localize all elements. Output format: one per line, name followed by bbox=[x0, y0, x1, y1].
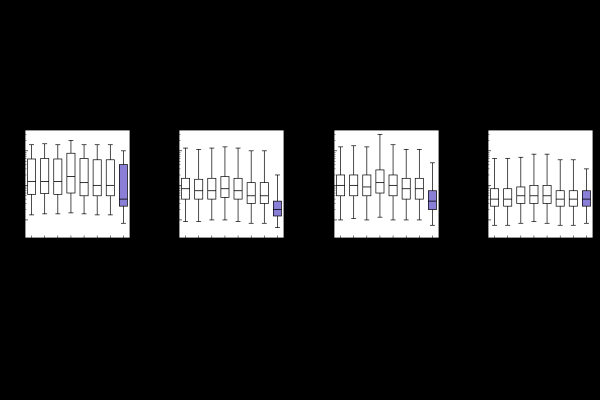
box-anp bbox=[428, 162, 437, 226]
box-gp2 bbox=[246, 150, 256, 224]
box-gp3 bbox=[105, 144, 115, 216]
box-iqr bbox=[66, 152, 76, 194]
category-label-gp2: GP2 bbox=[395, 239, 409, 253]
box-bnn bbox=[336, 146, 345, 221]
box-iqr bbox=[542, 185, 552, 204]
panel-title: Thermonuclear (Ia, Ia91bg, Iax) bbox=[21, 120, 135, 128]
y-tick-label: 101 bbox=[11, 181, 22, 190]
box-gp bbox=[388, 144, 398, 221]
category-label-anp: ANP bbox=[573, 239, 590, 255]
box-gp2 bbox=[555, 159, 565, 226]
box-iqr bbox=[375, 169, 385, 194]
panel-frame bbox=[487, 129, 594, 239]
box-gp3 bbox=[568, 159, 578, 226]
box-anp bbox=[119, 150, 128, 224]
panel-frame bbox=[24, 129, 131, 239]
box-iqr bbox=[516, 186, 526, 204]
category-label-gp: GP bbox=[385, 239, 396, 250]
category-label-gp: GP bbox=[230, 239, 241, 250]
box-iqr bbox=[503, 188, 513, 207]
box-mlp-pytorch bbox=[40, 143, 50, 215]
box-gp3 bbox=[259, 150, 269, 224]
box-iqr bbox=[362, 174, 372, 197]
y-tick-exponent: 1 bbox=[19, 181, 22, 187]
box-iqr bbox=[53, 158, 63, 195]
box-iqr bbox=[194, 178, 204, 200]
panel-title: Stripped-Envelope (Ib, Ibc, Ic, IcBL, II… bbox=[160, 120, 303, 128]
y-tick-label: 100 bbox=[11, 215, 22, 224]
panel-frame bbox=[333, 129, 440, 239]
y-tick-label: 102 bbox=[11, 146, 22, 155]
box-iqr bbox=[490, 188, 499, 207]
panel-background bbox=[488, 130, 593, 238]
box-iqr bbox=[428, 190, 437, 210]
panel-3: Core-Collapse (II, IIP, IIL, IIn)BNNMLP … bbox=[319, 120, 440, 273]
box-mlp-sklearn bbox=[53, 144, 63, 215]
panel-1: Thermonuclear (Ia, Ia91bg, Iax)100101102… bbox=[10, 120, 135, 273]
y-axis-label: Mean Squared Scaled Error (MSSE) bbox=[4, 125, 12, 254]
box-gp2 bbox=[401, 149, 411, 221]
category-label-anp: ANP bbox=[419, 239, 436, 255]
y-tick-exponent: 0 bbox=[19, 215, 22, 221]
box-mlp-pytorch bbox=[503, 158, 513, 226]
panel-title: Other Transient (ILOT, CART) bbox=[488, 120, 594, 128]
box-bnn bbox=[490, 158, 499, 226]
category-label-nf: NF bbox=[217, 239, 229, 250]
box-iqr bbox=[92, 159, 102, 197]
category-label-anp: ANP bbox=[110, 239, 127, 255]
box-iqr bbox=[119, 164, 128, 207]
box-gp2 bbox=[92, 144, 102, 216]
box-bnn bbox=[181, 147, 190, 222]
y-tick-base: 10 bbox=[11, 182, 19, 189]
category-label-nf: NF bbox=[63, 239, 75, 250]
category-label-gp2: GP2 bbox=[549, 239, 563, 253]
category-label-gp2: GP2 bbox=[240, 239, 254, 253]
category-label-nf: NF bbox=[372, 239, 384, 250]
box-iqr bbox=[40, 158, 50, 194]
box-mlp-sklearn bbox=[516, 156, 526, 224]
box-nf bbox=[375, 133, 385, 218]
box-iqr bbox=[529, 185, 539, 204]
box-iqr bbox=[273, 200, 282, 217]
category-label-gp: GP bbox=[539, 239, 550, 250]
box-iqr bbox=[27, 158, 36, 195]
box-mlp-pytorch bbox=[194, 149, 204, 222]
box-iqr bbox=[582, 190, 591, 207]
box-mlp-pytorch bbox=[349, 145, 359, 219]
category-label-nf: NF bbox=[526, 239, 538, 250]
box-nf bbox=[220, 146, 230, 221]
box-anp bbox=[582, 168, 591, 224]
y-tick-exponent: 2 bbox=[19, 146, 22, 152]
box-iqr bbox=[568, 190, 578, 207]
category-label-gp2: GP2 bbox=[86, 239, 100, 253]
panel-2: Stripped-Envelope (Ib, Ibc, Ic, IcBL, II… bbox=[160, 120, 303, 273]
box-bnn bbox=[27, 144, 36, 216]
category-label-gp: GP bbox=[76, 239, 87, 250]
box-nf bbox=[529, 153, 539, 222]
y-tick-base: 10 bbox=[11, 148, 19, 155]
box-iqr bbox=[220, 176, 230, 198]
box-iqr bbox=[246, 182, 256, 204]
box-anp bbox=[273, 174, 282, 228]
box-mlp-sklearn bbox=[362, 146, 372, 221]
box-gp3 bbox=[414, 149, 424, 221]
box-gp bbox=[542, 153, 552, 224]
box-iqr bbox=[105, 159, 115, 197]
box-iqr bbox=[259, 182, 269, 204]
box-iqr bbox=[555, 190, 565, 207]
panel-title: Core-Collapse (II, IIP, IIL, IIn) bbox=[334, 120, 440, 128]
box-nf bbox=[66, 140, 76, 214]
panel-frame bbox=[178, 129, 285, 239]
box-gp bbox=[233, 147, 243, 222]
category-label-anp: ANP bbox=[264, 239, 281, 255]
box-iqr bbox=[207, 177, 217, 200]
y-tick-base: 10 bbox=[11, 217, 19, 224]
box-mlp-sklearn bbox=[207, 147, 217, 221]
box-iqr bbox=[79, 158, 89, 197]
box-iqr bbox=[233, 177, 243, 200]
box-gp bbox=[79, 144, 89, 215]
